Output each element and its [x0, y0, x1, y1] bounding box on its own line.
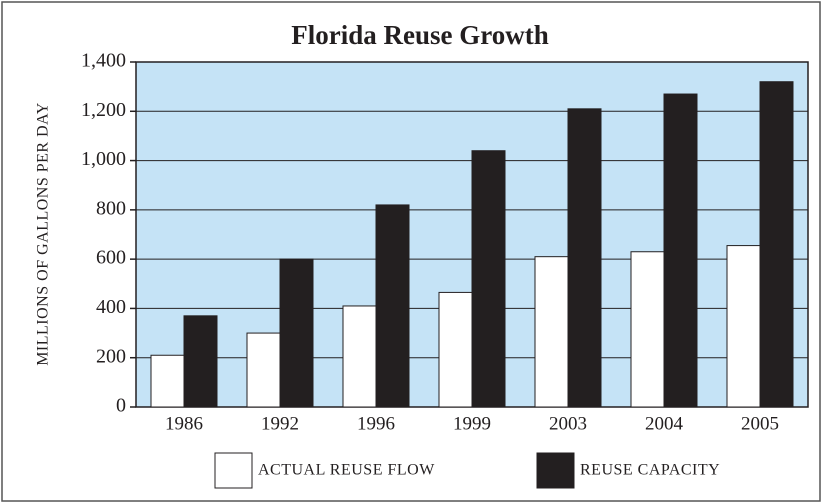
bar — [471, 150, 506, 408]
y-axis-label: MILLIONS OF GALLONS PER DAY — [35, 102, 52, 366]
legend-label: REUSE CAPACITY — [580, 462, 720, 479]
legend-swatch — [214, 452, 253, 489]
bar — [279, 258, 314, 408]
x-tick-label: 2003 — [549, 413, 587, 434]
y-tick-label: 0 — [116, 395, 126, 417]
bar — [246, 332, 281, 408]
y-tick-label: 1,200 — [81, 99, 126, 121]
x-tick-label: 2005 — [741, 413, 779, 434]
bar — [375, 204, 410, 408]
y-tick-label: 400 — [96, 296, 126, 318]
bar — [183, 315, 218, 408]
y-tick-label: 800 — [96, 197, 126, 219]
bar — [534, 256, 569, 408]
x-tick-label: 2004 — [645, 413, 684, 434]
x-tick-label: 1986 — [165, 413, 203, 434]
chart-title: Florida Reuse Growth — [291, 20, 549, 50]
bar — [630, 251, 665, 408]
legend-swatch — [536, 452, 575, 489]
bar — [342, 305, 377, 408]
y-tick-label: 1,400 — [81, 50, 126, 72]
bar — [726, 245, 761, 408]
y-tick-label: 1,000 — [81, 148, 126, 170]
x-tick-label: 1999 — [453, 413, 491, 434]
y-tick-label: 600 — [96, 247, 126, 269]
bar — [759, 81, 794, 408]
x-tick-label: 1996 — [357, 413, 395, 434]
bar — [663, 93, 698, 408]
bar — [150, 354, 185, 408]
bar — [438, 291, 473, 408]
x-tick-label: 1992 — [261, 413, 299, 434]
y-tick-label: 200 — [96, 345, 126, 367]
legend-label: ACTUAL REUSE FLOW — [258, 462, 435, 479]
bar — [567, 108, 602, 408]
